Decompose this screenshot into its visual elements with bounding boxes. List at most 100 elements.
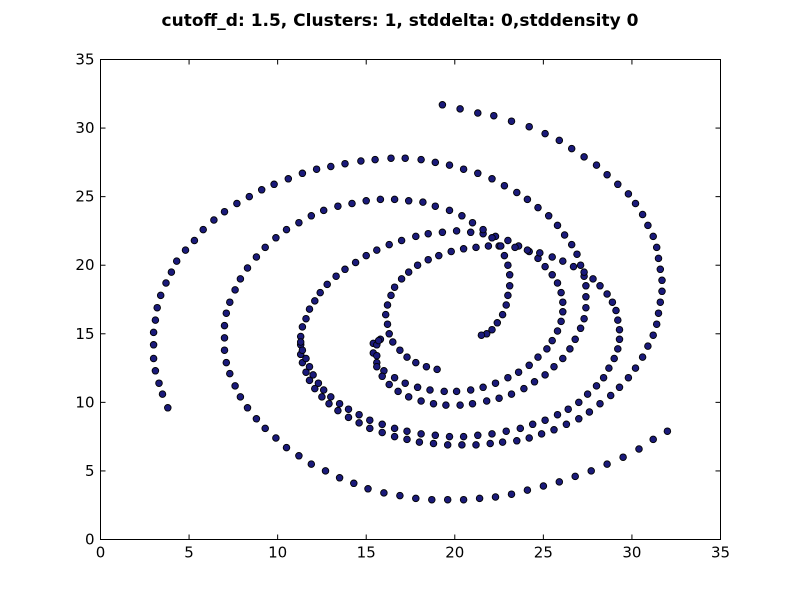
- data-point-s3-13: [390, 424, 399, 433]
- data-point-s0-28: [638, 353, 647, 361]
- x-tick-label-25: 25: [534, 544, 553, 562]
- data-point-s0-35: [575, 415, 583, 423]
- data-point-s0-31: [615, 383, 624, 392]
- data-point-s3-55: [424, 255, 432, 264]
- data-point-s0-88: [541, 262, 549, 271]
- data-point-s3-62: [381, 310, 390, 319]
- data-point-s0-9: [580, 153, 588, 161]
- data-point-s2-44: [272, 234, 280, 242]
- data-point-s2-68: [502, 301, 510, 309]
- data-point-s0-14: [631, 199, 640, 208]
- plot-frame: [100, 59, 721, 540]
- data-point-s1-65: [442, 401, 450, 409]
- data-point-s0-36: [562, 420, 571, 429]
- data-point-s0-77: [412, 232, 420, 241]
- data-point-s2-52: [376, 195, 385, 204]
- data-point-s0-34: [585, 408, 594, 416]
- data-point-s1-23: [298, 169, 307, 178]
- data-point-s1-33: [445, 161, 454, 169]
- data-point-s3-41: [589, 275, 597, 283]
- data-point-s0-57: [311, 384, 319, 393]
- data-point-s3-17: [445, 432, 454, 441]
- data-point-s0-55: [325, 399, 333, 408]
- data-point-s2-53: [390, 195, 399, 204]
- data-point-s1-51: [580, 314, 588, 323]
- data-point-s2-40: [236, 275, 245, 283]
- data-point-s0-7: [555, 136, 564, 145]
- data-point-s2-31: [231, 382, 239, 390]
- data-point-s0-95: [553, 327, 562, 335]
- data-point-s2-36: [220, 321, 229, 330]
- data-point-s3-1: [298, 346, 307, 354]
- data-point-s2-29: [243, 404, 252, 412]
- x-tick-label-15: 15: [357, 544, 376, 562]
- data-point-s0-20: [656, 265, 665, 274]
- data-point-s2-12: [475, 494, 484, 503]
- data-point-s2-25: [282, 443, 291, 452]
- data-point-s1-56: [550, 362, 558, 371]
- data-point-s0-104: [466, 386, 475, 394]
- data-point-s3-54: [435, 251, 443, 260]
- data-point-s1-63: [468, 399, 477, 408]
- data-point-s0-110: [390, 373, 399, 382]
- data-point-s0-93: [559, 308, 567, 316]
- data-point-s3-15: [417, 430, 425, 438]
- data-point-s3-60: [387, 291, 395, 300]
- data-point-s2-28: [252, 415, 261, 423]
- x-tick-label-35: 35: [711, 544, 730, 562]
- data-point-s2-73: [477, 331, 486, 339]
- data-point-s2-58: [458, 212, 466, 220]
- data-point-s0-6: [541, 129, 549, 138]
- data-point-s1-1: [158, 390, 167, 398]
- data-point-s1-40: [534, 203, 542, 212]
- data-point-s2-45: [282, 225, 291, 234]
- data-point-s3-19: [474, 431, 482, 440]
- tick-labels-layer: 0 5 10 15 20 25 30 35 0 5 10 15 20 25 30 35: [75, 51, 730, 562]
- data-point-s0-37: [550, 426, 558, 434]
- data-point-s3-29: [592, 382, 601, 390]
- data-point-s3-57: [404, 268, 413, 276]
- data-point-s0-97: [543, 345, 551, 353]
- data-point-s1-64: [456, 401, 464, 409]
- data-point-s3-37: [612, 306, 620, 315]
- data-point-s1-37: [500, 181, 509, 190]
- data-point-s2-70: [493, 319, 502, 327]
- data-point-s3-23: [528, 420, 537, 429]
- data-point-s0-79: [438, 228, 447, 237]
- data-point-s1-28: [371, 155, 379, 164]
- data-point-s0-92: [559, 298, 567, 306]
- data-point-s0-89: [548, 271, 556, 279]
- x-tick-label-20: 20: [445, 544, 464, 562]
- data-point-s2-10: [507, 490, 516, 498]
- data-point-s2-49: [334, 202, 342, 210]
- data-point-s0-11: [603, 170, 611, 179]
- data-point-s0-2: [474, 109, 482, 117]
- data-point-s2-22: [321, 467, 330, 475]
- data-point-s1-57: [541, 371, 549, 379]
- data-point-s3-16: [431, 431, 440, 440]
- data-point-s0-72: [351, 258, 360, 267]
- data-point-s3-14: [403, 427, 411, 435]
- data-point-s0-26: [649, 331, 657, 339]
- y-tick-label-35: 35: [75, 51, 94, 69]
- data-point-s1-69: [394, 387, 402, 396]
- y-tick-label-30: 30: [75, 119, 94, 137]
- data-point-s0-27: [644, 342, 652, 350]
- data-point-s0-81: [466, 228, 475, 237]
- data-point-s0-78: [424, 229, 432, 238]
- data-point-s2-57: [445, 206, 454, 215]
- data-point-s3-26: [564, 405, 572, 413]
- data-point-s3-48: [511, 243, 519, 252]
- data-point-s3-10: [355, 410, 363, 419]
- data-point-s0-109: [401, 379, 409, 387]
- data-point-s0-52: [355, 419, 363, 427]
- data-point-s0-22: [658, 287, 666, 296]
- data-point-s1-35: [474, 169, 482, 178]
- data-point-s0-45: [443, 441, 452, 449]
- data-point-s1-18: [233, 199, 241, 208]
- data-point-s0-94: [557, 317, 565, 326]
- data-point-s3-50: [484, 242, 493, 250]
- data-point-s3-7: [327, 393, 335, 401]
- data-point-s0-53: [344, 413, 353, 422]
- data-point-s0-58: [305, 376, 314, 385]
